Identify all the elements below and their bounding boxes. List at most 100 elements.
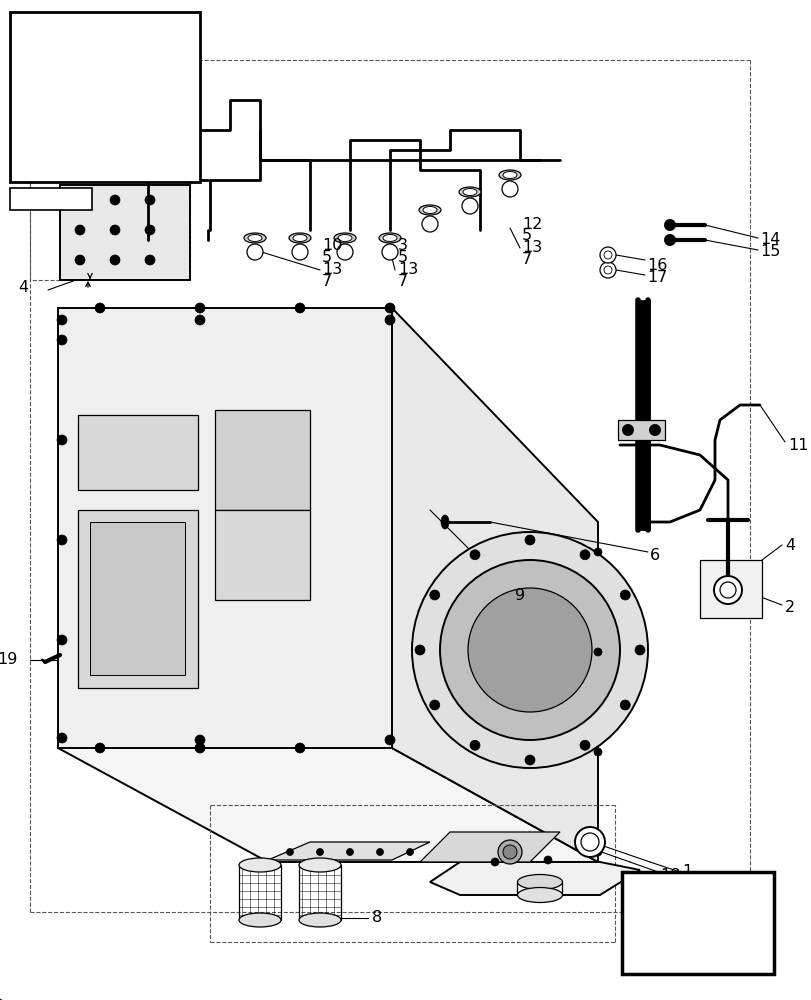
Circle shape (719, 582, 735, 598)
Circle shape (440, 560, 620, 740)
Text: 15: 15 (759, 244, 779, 259)
Circle shape (109, 225, 120, 235)
Circle shape (594, 848, 601, 856)
Circle shape (57, 635, 67, 645)
Ellipse shape (423, 207, 436, 214)
Text: 2: 2 (784, 600, 794, 615)
Text: 18: 18 (659, 868, 680, 884)
Text: 4: 4 (784, 538, 794, 552)
Circle shape (195, 735, 204, 745)
Circle shape (381, 244, 397, 260)
Ellipse shape (247, 234, 262, 241)
Circle shape (145, 225, 155, 235)
Circle shape (384, 735, 394, 745)
Circle shape (594, 648, 601, 656)
Circle shape (75, 255, 85, 265)
Circle shape (316, 848, 323, 855)
Circle shape (467, 588, 591, 712)
Polygon shape (90, 522, 185, 675)
Circle shape (95, 743, 105, 753)
Circle shape (195, 743, 204, 753)
Circle shape (195, 303, 204, 313)
Text: 5: 5 (322, 250, 332, 265)
Polygon shape (215, 410, 310, 510)
Polygon shape (430, 862, 639, 895)
Circle shape (195, 315, 204, 325)
Circle shape (603, 251, 611, 259)
Circle shape (406, 848, 413, 855)
Ellipse shape (517, 888, 562, 902)
Text: 8: 8 (371, 910, 382, 925)
Text: 5: 5 (521, 229, 531, 243)
Ellipse shape (379, 233, 401, 243)
Circle shape (497, 840, 521, 864)
Circle shape (502, 845, 517, 859)
Circle shape (292, 244, 307, 260)
Text: 14: 14 (759, 232, 779, 247)
Circle shape (411, 532, 647, 768)
Circle shape (75, 225, 85, 235)
Circle shape (384, 315, 394, 325)
Text: 12: 12 (521, 217, 542, 232)
Polygon shape (635, 300, 649, 530)
Circle shape (594, 748, 601, 756)
Circle shape (649, 425, 659, 435)
Ellipse shape (383, 234, 397, 241)
Text: 13: 13 (397, 262, 418, 277)
Ellipse shape (238, 913, 281, 927)
Circle shape (634, 645, 644, 655)
Circle shape (543, 856, 551, 864)
Text: 16: 16 (646, 257, 667, 272)
Ellipse shape (293, 234, 307, 241)
Circle shape (579, 740, 590, 750)
Circle shape (145, 255, 155, 265)
Polygon shape (268, 842, 430, 860)
Circle shape (422, 216, 437, 232)
Text: 19: 19 (0, 652, 18, 668)
Ellipse shape (243, 233, 266, 243)
Circle shape (713, 576, 741, 604)
Ellipse shape (418, 205, 440, 215)
Text: 7: 7 (322, 274, 332, 290)
FancyBboxPatch shape (10, 12, 200, 182)
Ellipse shape (440, 515, 448, 529)
Circle shape (599, 262, 616, 278)
Circle shape (294, 303, 305, 313)
Text: 17: 17 (646, 270, 667, 286)
Circle shape (461, 198, 478, 214)
Polygon shape (78, 415, 198, 490)
Polygon shape (392, 308, 597, 862)
Circle shape (579, 550, 590, 560)
Text: 11: 11 (787, 438, 808, 452)
Text: 5: 5 (397, 250, 408, 265)
Circle shape (525, 535, 534, 545)
Circle shape (384, 303, 394, 313)
Circle shape (581, 833, 599, 851)
Circle shape (414, 645, 424, 655)
Circle shape (294, 743, 305, 753)
Ellipse shape (462, 189, 476, 196)
Ellipse shape (458, 187, 480, 197)
Text: 4: 4 (18, 280, 28, 296)
Text: 7: 7 (521, 252, 531, 267)
Circle shape (622, 425, 633, 435)
Circle shape (346, 848, 353, 855)
Circle shape (620, 700, 629, 710)
Polygon shape (58, 748, 597, 862)
Circle shape (599, 247, 616, 263)
Circle shape (574, 827, 604, 857)
Circle shape (95, 303, 105, 313)
Polygon shape (58, 308, 392, 748)
Polygon shape (419, 832, 560, 862)
Polygon shape (699, 560, 761, 618)
Ellipse shape (337, 234, 351, 241)
Text: 10: 10 (322, 238, 342, 253)
Circle shape (501, 181, 517, 197)
Circle shape (594, 548, 601, 556)
Circle shape (376, 848, 383, 855)
Polygon shape (617, 420, 664, 440)
Circle shape (145, 195, 155, 205)
Ellipse shape (499, 170, 521, 180)
Text: 7: 7 (397, 274, 408, 290)
Ellipse shape (298, 913, 341, 927)
